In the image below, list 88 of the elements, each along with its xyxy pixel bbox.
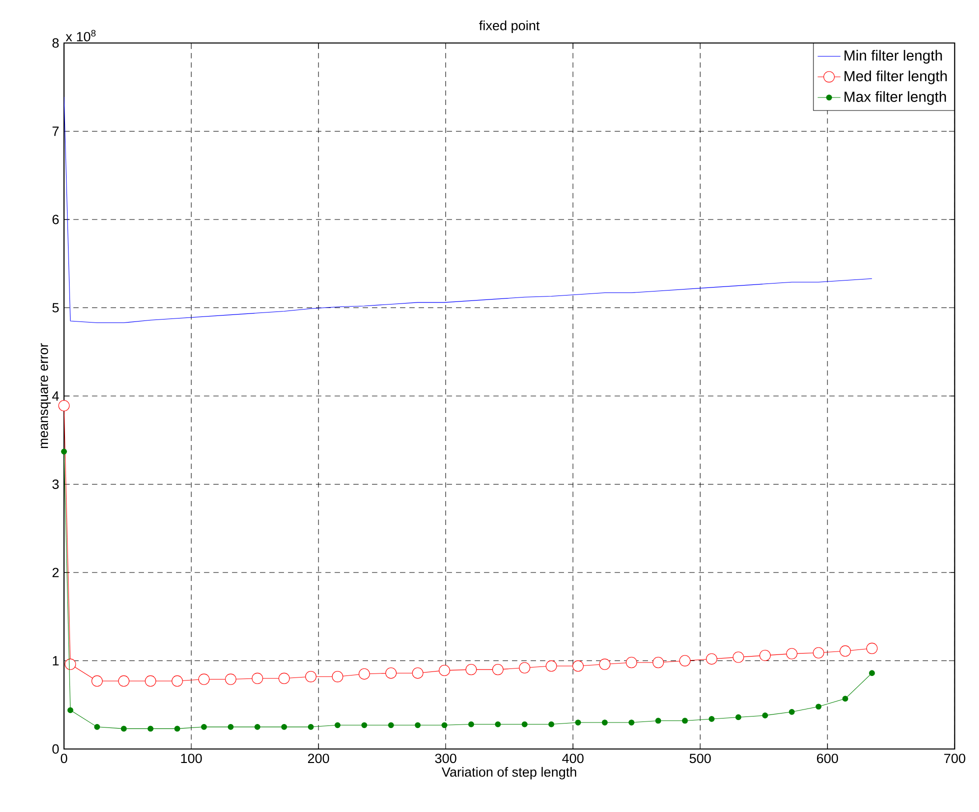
x-tick-label: 100 [181, 754, 202, 764]
point [572, 660, 584, 672]
point [468, 721, 474, 728]
point [412, 667, 424, 679]
point [788, 708, 795, 715]
point [91, 675, 103, 687]
point [198, 674, 210, 685]
point [655, 718, 662, 724]
point [144, 675, 156, 687]
point [61, 448, 67, 455]
y-tick-label: 4 [52, 391, 59, 401]
point [706, 653, 718, 665]
y-tick-label: 3 [52, 480, 59, 489]
y-tick-label: 0 [52, 744, 59, 754]
point [575, 720, 581, 726]
point [522, 721, 528, 728]
point [334, 722, 341, 728]
point [228, 724, 234, 730]
point [548, 721, 554, 728]
point [599, 658, 610, 670]
point [94, 724, 100, 730]
point [494, 721, 501, 728]
point [492, 664, 504, 676]
point [679, 655, 691, 666]
chart-title: fixed point [479, 20, 540, 33]
point [305, 671, 316, 682]
x-tick-label: 600 [816, 754, 838, 764]
y-tick-label: 2 [52, 568, 59, 578]
point [735, 714, 742, 720]
x-axis-title: Variation of step length [442, 766, 576, 780]
point [438, 664, 450, 676]
point [519, 662, 530, 674]
x-tick-label: 700 [944, 754, 966, 764]
x-tick-label: 500 [690, 754, 711, 764]
text: x 10$^{8}$ [66, 30, 96, 42]
point [414, 722, 421, 728]
point [602, 720, 608, 726]
point [816, 704, 822, 710]
y-tick-label: 1 [52, 656, 59, 666]
y-axis-title: meansquare error [40, 343, 51, 448]
legend-label: Med filter length [844, 70, 947, 84]
point [546, 660, 557, 672]
y-tick-label: 5 [52, 303, 59, 312]
point [869, 670, 875, 676]
point [225, 674, 236, 685]
point [254, 724, 260, 730]
point [812, 647, 824, 658]
point [682, 718, 688, 724]
point [388, 722, 394, 728]
x-tick-label: 0 [60, 754, 68, 764]
point [308, 724, 314, 730]
point [466, 664, 477, 676]
point [762, 712, 768, 718]
point [118, 675, 130, 687]
point [708, 716, 715, 722]
point [759, 650, 771, 662]
y-tick-label: 8 [52, 38, 59, 48]
point [148, 726, 154, 732]
point [442, 722, 448, 728]
x-tick-label: 400 [562, 754, 584, 764]
point [842, 696, 848, 702]
point [174, 726, 180, 732]
point [64, 658, 76, 670]
point [278, 672, 290, 684]
point [201, 724, 207, 730]
point [385, 667, 397, 679]
legend-label: Max filter length [844, 91, 946, 105]
x-tick-label: 300 [435, 754, 456, 764]
point [67, 707, 74, 714]
point [172, 675, 183, 687]
point [332, 671, 344, 682]
point [281, 724, 288, 730]
legend-label: Min filter length [844, 50, 942, 64]
point [866, 642, 878, 654]
x-tick-label: 200 [308, 754, 330, 764]
point [252, 672, 264, 684]
y-tick-label: 7 [52, 126, 59, 136]
point [732, 652, 744, 663]
point [840, 645, 851, 657]
point [120, 726, 127, 732]
point [626, 656, 638, 668]
point [628, 720, 634, 726]
point [652, 656, 664, 668]
point [361, 722, 368, 728]
point [58, 400, 70, 412]
point [786, 648, 798, 660]
point [358, 668, 370, 680]
y-tick-label: 6 [52, 214, 59, 224]
